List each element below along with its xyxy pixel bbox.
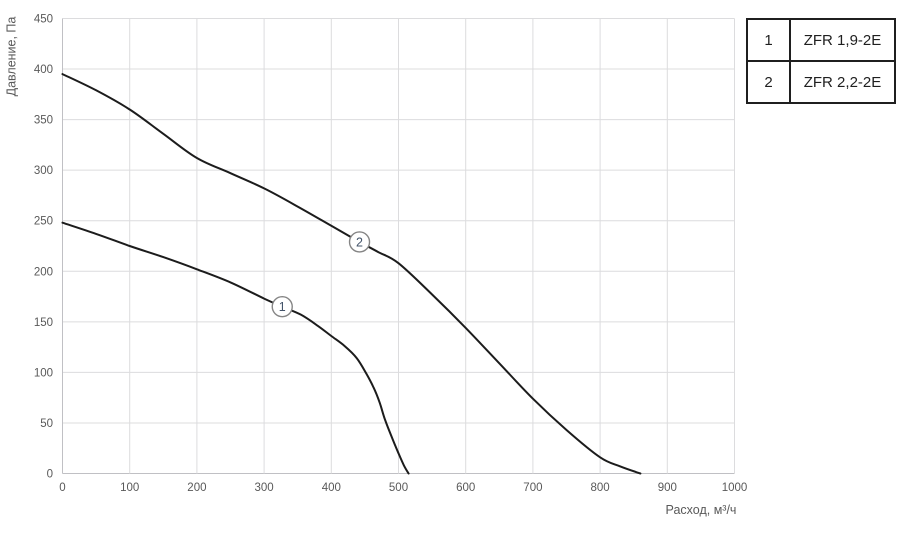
x-tick-label: 800 (591, 482, 610, 494)
legend-curve-number-2: 2 (746, 60, 791, 104)
curve-marker-circle-2 (348, 231, 371, 253)
curve-marker-number-2: 2 (356, 235, 363, 249)
x-tick-label: 100 (120, 482, 139, 494)
x-tick-label: 300 (255, 482, 274, 494)
curve-1 (61, 221, 410, 475)
y-tick-label: 50 (40, 418, 53, 430)
legend-curve-number-1: 1 (746, 18, 791, 62)
y-tick-label: 200 (34, 266, 53, 278)
legend-model-name-2: ZFR 2,2-2E (789, 60, 896, 104)
y-tick-label: 350 (34, 115, 53, 127)
legend-table: 1 ZFR 1,9-2E 2 ZFR 2,2-2E (746, 18, 896, 104)
legend-model-name-1: ZFR 1,9-2E (789, 18, 896, 62)
curve-2 (61, 73, 642, 475)
x-tick-label: 0 (59, 482, 65, 494)
y-tick-label: 150 (34, 317, 53, 329)
y-axis-title: Давление, Па (4, 16, 19, 97)
legend-row-2: 2 ZFR 2,2-2E (746, 60, 896, 104)
x-tick-label: 900 (658, 482, 677, 494)
x-tick-label: 400 (322, 482, 341, 494)
legend-row-1: 1 ZFR 1,9-2E (746, 18, 896, 62)
y-tick-label: 250 (34, 216, 53, 228)
y-tick-label: 100 (34, 367, 53, 379)
y-tick-label: 400 (34, 64, 53, 76)
x-tick-label: 500 (389, 482, 408, 494)
x-tick-label: 1000 (722, 482, 748, 494)
x-tick-label: 600 (456, 482, 475, 494)
curve-marker-circle-1 (271, 295, 293, 318)
x-axis-title: Расход, м³/ч (665, 503, 737, 517)
x-tick-label: 700 (523, 482, 542, 494)
y-tick-label: 300 (34, 165, 53, 177)
y-tick-label: 450 (34, 14, 53, 26)
y-tick-label: 0 (47, 469, 53, 481)
x-tick-label: 200 (187, 482, 206, 494)
curve-marker-number-1: 1 (279, 300, 286, 314)
